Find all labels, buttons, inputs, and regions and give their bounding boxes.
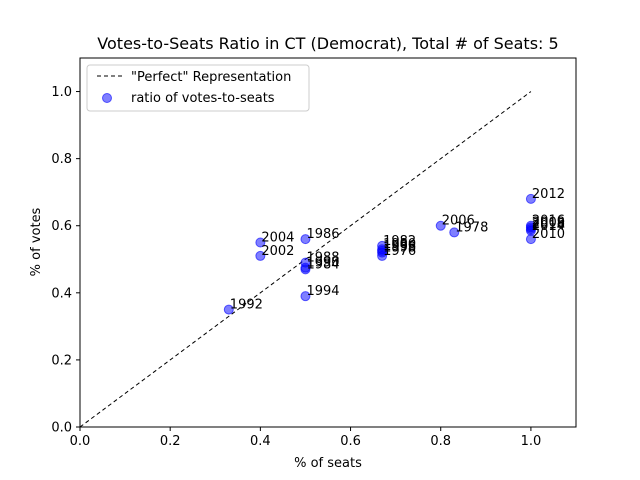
data-point-label: 2010 xyxy=(532,227,565,242)
legend-label-reference: "Perfect" Representation xyxy=(131,70,291,85)
x-tick-label: 0.6 xyxy=(340,434,361,449)
y-tick-label: 0.4 xyxy=(51,286,72,301)
legend-label-series: ratio of votes-to-seats xyxy=(131,91,275,106)
chart-title: Votes-to-Seats Ratio in CT (Democrat), T… xyxy=(97,34,558,53)
plot-frame xyxy=(79,57,577,428)
y-tick-label: 1.0 xyxy=(51,85,72,100)
data-point-label: 1994 xyxy=(306,284,339,299)
x-tick-label: 0.4 xyxy=(250,434,271,449)
y-tick-label: 0.6 xyxy=(51,219,72,234)
data-point xyxy=(255,237,266,248)
x-axis-label: % of seats xyxy=(294,456,362,471)
data-point xyxy=(435,220,446,231)
legend-box xyxy=(86,64,310,112)
data-point-label: 1996 xyxy=(383,239,416,254)
data-point xyxy=(255,250,266,261)
data-point-label: 1992 xyxy=(230,298,263,313)
data-point-label: 1988 xyxy=(306,251,339,266)
data-point-label: 2016 xyxy=(532,214,565,229)
x-tick-label: 1.0 xyxy=(521,434,542,449)
data-point-label: 2006 xyxy=(442,214,475,229)
data-point-label: 2012 xyxy=(532,187,565,202)
data-points xyxy=(223,193,536,315)
x-tick-label: 0.0 xyxy=(70,434,91,449)
data-point xyxy=(525,234,536,245)
data-point xyxy=(300,262,311,273)
data-point-label: 1990 xyxy=(306,256,339,271)
data-point-label: 1982 xyxy=(383,234,416,249)
x-tick-label: 0.8 xyxy=(430,434,451,449)
data-point-label: 2002 xyxy=(261,244,294,259)
y-tick-label: 0.0 xyxy=(51,421,72,436)
data-point xyxy=(377,250,388,261)
data-point xyxy=(223,304,234,315)
legend-marker-swatch xyxy=(102,93,112,103)
legend: "Perfect" Representation ratio of votes-… xyxy=(86,64,310,112)
data-point xyxy=(449,227,460,238)
data-point xyxy=(300,234,311,245)
data-point-label: 1978 xyxy=(455,220,488,235)
x-axis: 0.0 0.2 0.4 0.6 0.8 1.0 xyxy=(70,427,542,449)
data-point-label: 1984 xyxy=(306,257,339,272)
data-point-label: 1980 xyxy=(383,237,416,252)
data-point xyxy=(300,291,311,302)
data-point-label: 2018 xyxy=(532,217,565,232)
y-axis-label: % of votes xyxy=(29,207,44,276)
y-axis: 0.0 0.2 0.4 0.6 0.8 1.0 xyxy=(51,85,80,436)
data-point-label: 2014 xyxy=(532,219,565,234)
data-point-label: 1998 xyxy=(383,241,416,256)
x-tick-label: 0.2 xyxy=(160,434,181,449)
data-point-label: 1976 xyxy=(383,244,416,259)
data-point-label: 2004 xyxy=(261,231,294,246)
y-tick-label: 0.2 xyxy=(51,353,72,368)
data-point-label: 2008 xyxy=(532,215,565,230)
data-point-label: 1986 xyxy=(306,227,339,242)
data-point xyxy=(525,193,536,204)
y-tick-label: 0.8 xyxy=(51,152,72,167)
